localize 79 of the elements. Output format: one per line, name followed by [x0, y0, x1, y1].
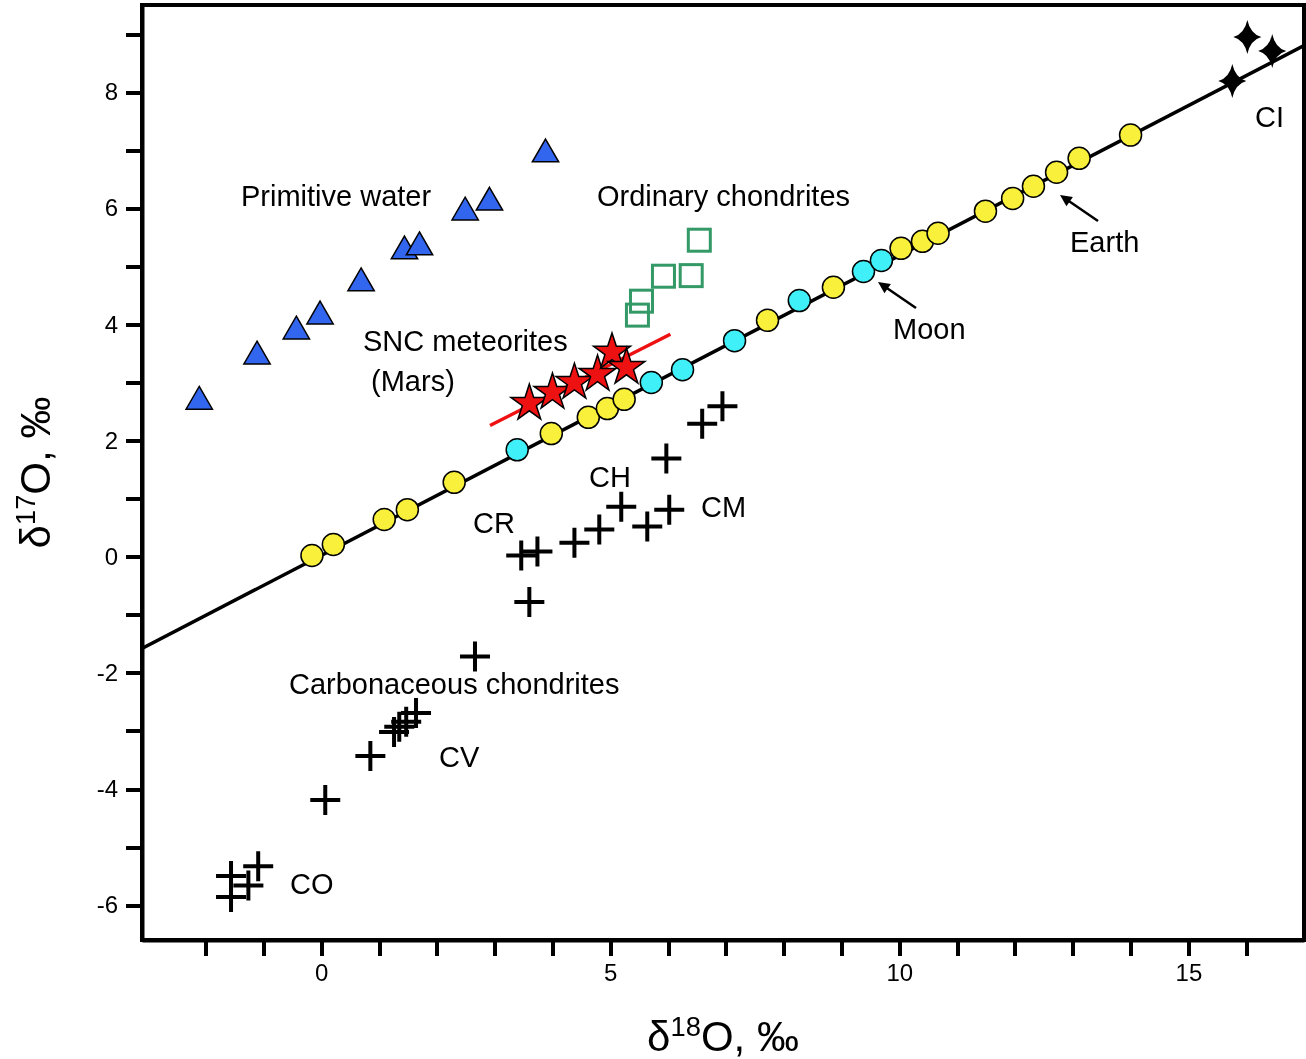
- point: [607, 347, 646, 384]
- annotation: CO: [290, 868, 334, 900]
- point: [889, 236, 913, 261]
- point: [233, 870, 264, 901]
- point: [851, 259, 876, 284]
- point: [1000, 186, 1025, 211]
- annotation: SNC meteorites (Mars): [363, 325, 568, 398]
- point: [632, 511, 663, 542]
- point: [595, 396, 620, 421]
- annotation: Ordinary chondrites: [597, 180, 851, 212]
- point: [973, 199, 998, 223]
- point: [576, 405, 601, 430]
- y-tick-label: -6: [96, 891, 118, 919]
- point: [310, 785, 341, 816]
- y-tick-label: 2: [104, 426, 118, 454]
- point: [1258, 33, 1287, 68]
- point: [584, 514, 615, 545]
- point: [505, 438, 529, 462]
- annotation: CH: [589, 461, 631, 493]
- point: [869, 248, 894, 273]
- annotation: CV: [439, 741, 480, 773]
- x-tick-label: 5: [604, 959, 618, 987]
- point: [787, 288, 812, 313]
- y-tick-label: -4: [96, 775, 118, 803]
- annotation: Earth: [1070, 226, 1140, 258]
- point: [395, 497, 420, 522]
- annotation: CM: [701, 491, 747, 523]
- point: [624, 302, 650, 328]
- point: [1021, 174, 1046, 198]
- y-tick-label: 0: [104, 542, 118, 570]
- point: [650, 263, 676, 289]
- point: [514, 587, 545, 618]
- point: [1067, 146, 1091, 171]
- point: [686, 227, 712, 253]
- y-tick-label: 4: [104, 310, 118, 338]
- point: [1218, 64, 1247, 99]
- point: [559, 527, 590, 558]
- annotation: Primitive water: [241, 180, 432, 212]
- x-axis-title: δ$^{18}$O, ‰: [647, 1010, 799, 1059]
- point: [522, 536, 553, 567]
- point: [755, 308, 780, 333]
- point: [722, 328, 747, 353]
- point: [651, 443, 682, 474]
- point: [612, 387, 636, 412]
- point: [639, 370, 664, 395]
- point: [243, 851, 274, 882]
- point: [372, 507, 396, 532]
- x-tick-label: 0: [315, 959, 329, 987]
- x-tick-label: 10: [886, 959, 914, 987]
- point: [506, 540, 537, 571]
- point: [670, 357, 695, 382]
- point: [1044, 160, 1069, 184]
- y-tick-label: -2: [96, 659, 118, 687]
- point: [1118, 123, 1143, 147]
- annotation: Moon: [893, 313, 966, 345]
- point: [628, 288, 654, 314]
- point: [459, 641, 490, 672]
- annotation: Carbonaceous chondrites: [289, 668, 620, 700]
- point: [678, 263, 704, 289]
- point: [321, 532, 346, 557]
- point: [300, 543, 324, 568]
- point: [707, 391, 738, 422]
- point: [821, 275, 846, 299]
- point: [216, 882, 247, 913]
- point: [355, 740, 386, 771]
- x-tick-label: 15: [1175, 959, 1203, 987]
- y-tick-label: 8: [104, 78, 118, 106]
- y-tick-label: 6: [104, 194, 118, 222]
- annotation: CI: [1255, 101, 1284, 133]
- point: [926, 221, 950, 245]
- point: [606, 491, 637, 522]
- point: [654, 494, 685, 525]
- point: [539, 421, 564, 446]
- annotation: CR: [473, 507, 515, 539]
- point: [442, 470, 466, 495]
- point: [379, 717, 410, 748]
- point: [687, 408, 718, 439]
- point: [578, 354, 617, 391]
- point: [1233, 19, 1262, 54]
